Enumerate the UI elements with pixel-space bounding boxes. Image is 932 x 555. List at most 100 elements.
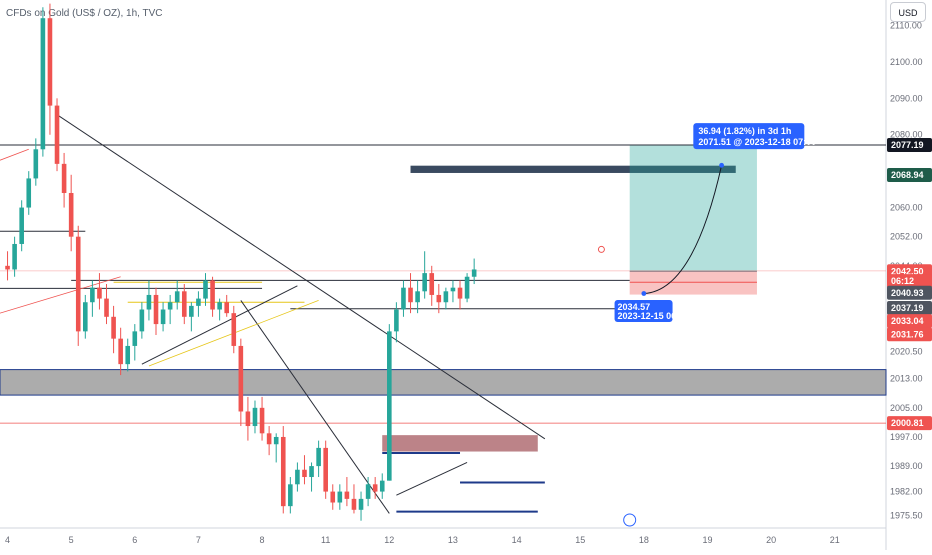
target-label-text: 36.94 (1.82%) in 3d 1h — [698, 126, 791, 136]
candle-body — [160, 309, 166, 325]
chart-title: CFDs on Gold (US$ / OZ), 1h, TVC — [6, 8, 163, 19]
y-tick-label: 1997.00 — [890, 432, 923, 442]
price-label: 06:12 — [891, 276, 914, 286]
candle-body — [344, 491, 350, 499]
candle-body — [259, 407, 265, 434]
candle-body — [83, 302, 88, 332]
candle-body — [309, 466, 314, 478]
price-label: 2000.81 — [891, 418, 924, 428]
candle-body — [302, 469, 307, 478]
candle-body — [111, 316, 116, 339]
supply-zone-red — [382, 435, 538, 452]
rising-trendline — [141, 285, 298, 365]
candle-body — [139, 309, 145, 332]
currency-button[interactable]: USD — [890, 2, 926, 22]
candle-body — [323, 447, 328, 492]
candle-body — [19, 207, 24, 244]
price-label: 2031.76 — [891, 329, 924, 339]
candle-body — [210, 280, 215, 310]
y-tick-label: 2013.00 — [890, 374, 923, 384]
candle-body — [379, 480, 385, 492]
price-label-box — [887, 327, 932, 342]
candle-body — [12, 243, 17, 270]
price-label: 2068.94 — [891, 170, 924, 180]
x-tick-label: 13 — [448, 535, 458, 545]
candle-body — [97, 287, 102, 299]
candle-body — [174, 291, 180, 303]
y-tick-label: 2100.00 — [890, 57, 923, 67]
x-tick-label: 18 — [639, 535, 649, 545]
candle-body — [125, 345, 131, 365]
channel-trendline — [396, 462, 468, 496]
candle-body — [429, 273, 435, 295]
y-tick-label: 1982.00 — [890, 487, 923, 497]
candle-body — [365, 484, 371, 499]
candle-body — [245, 411, 251, 427]
candle-body — [266, 433, 272, 445]
candle-body — [231, 313, 237, 346]
candle-body — [203, 280, 208, 299]
candle-body — [337, 491, 343, 503]
x-tick-label: 11 — [321, 535, 330, 545]
candle-body — [238, 345, 244, 412]
candle-body — [196, 298, 201, 306]
candle-body — [5, 265, 10, 270]
candle-body — [61, 163, 67, 193]
candle-body — [26, 178, 32, 208]
candle-body — [415, 291, 420, 303]
candle-body — [280, 436, 286, 507]
candle-body — [372, 484, 378, 492]
x-tick-label: 7 — [196, 535, 201, 545]
x-tick-label: 14 — [512, 535, 522, 545]
price-label-box — [887, 137, 932, 152]
low-point — [641, 291, 647, 296]
target-label-box — [693, 123, 805, 150]
candle-body — [217, 302, 222, 310]
candle-body — [464, 276, 470, 299]
y-tick-label: 2080.00 — [890, 130, 923, 140]
candle-body — [443, 291, 449, 303]
candle-body — [118, 338, 123, 365]
price-label-box — [887, 274, 932, 289]
candle-body — [181, 291, 187, 317]
y-tick-label: 2110.00 — [890, 20, 922, 30]
candle-body — [358, 498, 364, 510]
y-tick-label: 2020.50 — [890, 346, 923, 356]
wedge-trendline — [240, 300, 390, 514]
low-label-box — [614, 300, 673, 323]
flash-icon[interactable] — [623, 513, 637, 527]
low-label-text: 2034.57 — [618, 302, 651, 312]
candle-body — [295, 469, 300, 485]
price-label-box — [887, 416, 932, 431]
candle-body — [224, 302, 230, 314]
candle-body — [436, 294, 442, 303]
price-label: 2077.19 — [891, 140, 924, 150]
price-label-box — [887, 301, 932, 316]
candle-body — [273, 436, 279, 445]
price-label-box — [887, 314, 932, 329]
price-label: 2033.04 — [891, 316, 924, 326]
price-label: 2037.19 — [891, 303, 924, 313]
y-tick-label: 1989.00 — [890, 461, 923, 471]
y-tick-label: 2060.00 — [890, 203, 923, 213]
projection-curve — [643, 165, 723, 294]
candle-body — [104, 298, 109, 317]
candle-body — [457, 287, 463, 299]
y-tick-label: 2005.00 — [890, 403, 923, 413]
candle-body — [252, 407, 258, 427]
x-tick-label: 21 — [830, 535, 840, 545]
candle-body — [132, 331, 138, 346]
price-label-box — [887, 168, 932, 183]
candle-body — [401, 287, 406, 310]
red-trendline-low — [0, 276, 121, 314]
candle-body — [146, 294, 152, 310]
candle-body — [90, 287, 95, 303]
candle-body — [351, 498, 357, 510]
candle-body — [40, 18, 46, 150]
x-tick-label: 8 — [260, 535, 265, 545]
candle-body — [408, 287, 413, 303]
candle-body — [33, 149, 39, 179]
stop-zone — [629, 271, 757, 295]
